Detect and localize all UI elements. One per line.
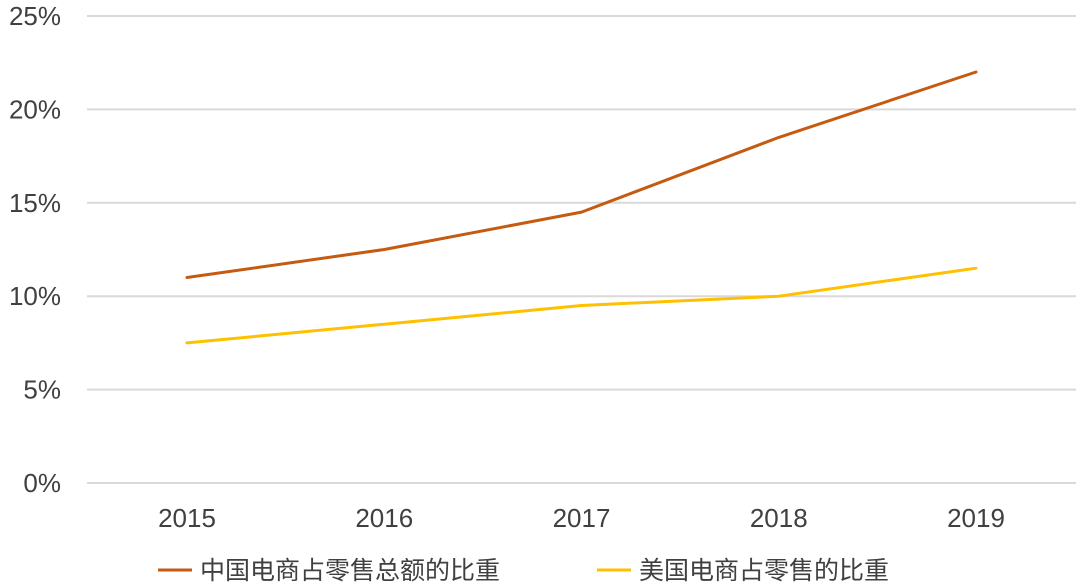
x-tick-label: 2017: [553, 503, 611, 533]
gridlines: [87, 15, 1076, 484]
y-tick-label: 15%: [9, 188, 61, 218]
x-tick-label: 2015: [158, 503, 216, 533]
x-tick-label: 2019: [947, 503, 1005, 533]
y-tick-label: 10%: [9, 281, 61, 311]
y-tick-label: 25%: [9, 1, 61, 31]
y-axis-tick-labels: 0% 5% 10% 15% 20% 25%: [9, 1, 61, 498]
legend-label: 中国电商占零售总额的比重: [200, 557, 500, 585]
x-tick-label: 2016: [355, 503, 413, 533]
x-tick-label: 2018: [750, 503, 808, 533]
series-lines: [185, 70, 978, 345]
legend-label: 美国电商占零售的比重: [639, 557, 889, 585]
y-tick-label: 20%: [9, 94, 61, 124]
x-axis-tick-labels: 2015 2016 2017 2018 2019: [158, 503, 1005, 533]
series-line-0: [185, 70, 978, 279]
y-tick-label: 5%: [23, 375, 61, 405]
legend: 中国电商占零售总额的比重 美国电商占零售的比重: [158, 557, 889, 585]
series-line-1: [185, 266, 978, 345]
y-tick-label: 0%: [23, 468, 61, 498]
